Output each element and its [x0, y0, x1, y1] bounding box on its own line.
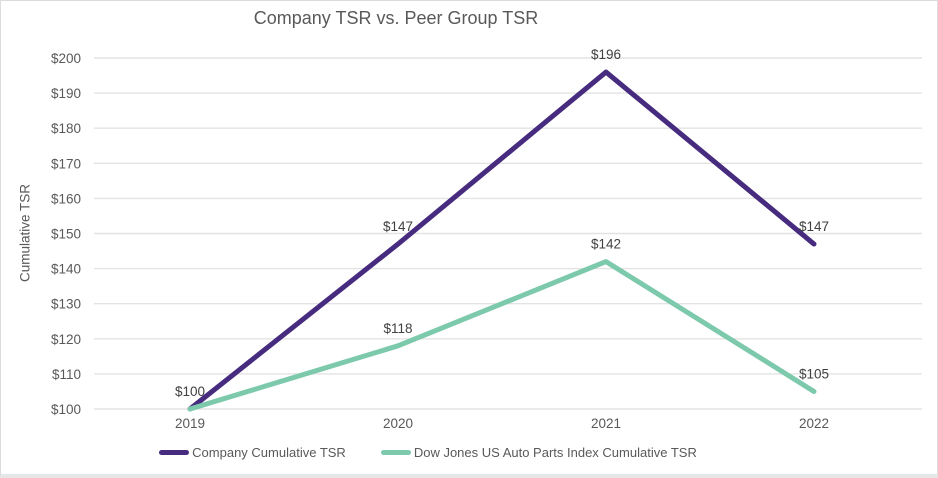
legend-label: Company Cumulative TSR: [192, 445, 346, 460]
y-tick-label: $100: [51, 402, 81, 417]
y-tick-label: $150: [51, 227, 81, 242]
y-tick-label: $180: [51, 121, 81, 136]
legend-item: Company Cumulative TSR: [159, 445, 346, 460]
x-tick-label: 2019: [175, 416, 205, 431]
series-lines: [187, 69, 817, 412]
x-tick-label: 2022: [799, 416, 829, 431]
data-label: $147: [383, 219, 413, 234]
data-label: $142: [591, 237, 621, 252]
data-label: $196: [591, 47, 621, 62]
series-line: [187, 69, 817, 412]
data-label: $105: [799, 366, 829, 381]
legend-label: Dow Jones US Auto Parts Index Cumulative…: [413, 445, 697, 460]
legend-item: Dow Jones US Auto Parts Index Cumulative…: [380, 445, 697, 460]
x-tick-label: 2021: [591, 416, 621, 431]
y-axis-tick-labels: $100 $110 $120 $130 $140 $150 $160 $170 $180 $190…: [51, 51, 81, 417]
y-tick-label: $120: [51, 332, 81, 347]
y-tick-label: $190: [51, 86, 81, 101]
data-label: $118: [383, 321, 412, 336]
legend: Company Cumulative TSR Dow Jones US Auto …: [1, 445, 855, 460]
chart-title: Company TSR vs. Peer Group TSR: [253, 8, 539, 28]
y-axis-title: Cumulative TSR: [17, 183, 33, 283]
y-tick-label: $160: [51, 191, 81, 206]
legend-line-swatch-icon: [380, 450, 411, 455]
y-tick-label: $170: [51, 156, 81, 171]
legend-line-swatch-icon: [159, 450, 190, 455]
y-tick-label: $130: [51, 297, 81, 312]
x-tick-label: 2020: [383, 416, 413, 431]
data-label: $100: [175, 384, 205, 399]
y-tick-label: $140: [51, 262, 81, 277]
data-label: $147: [799, 219, 829, 234]
data-labels: $100 $147 $196 $147 $118 $142 $105: [175, 47, 829, 399]
series-line: [187, 259, 817, 412]
x-axis-category-labels: 2019 2020 2021 2022: [175, 416, 829, 431]
y-tick-label: $200: [51, 51, 81, 66]
y-tick-label: $110: [52, 367, 81, 382]
